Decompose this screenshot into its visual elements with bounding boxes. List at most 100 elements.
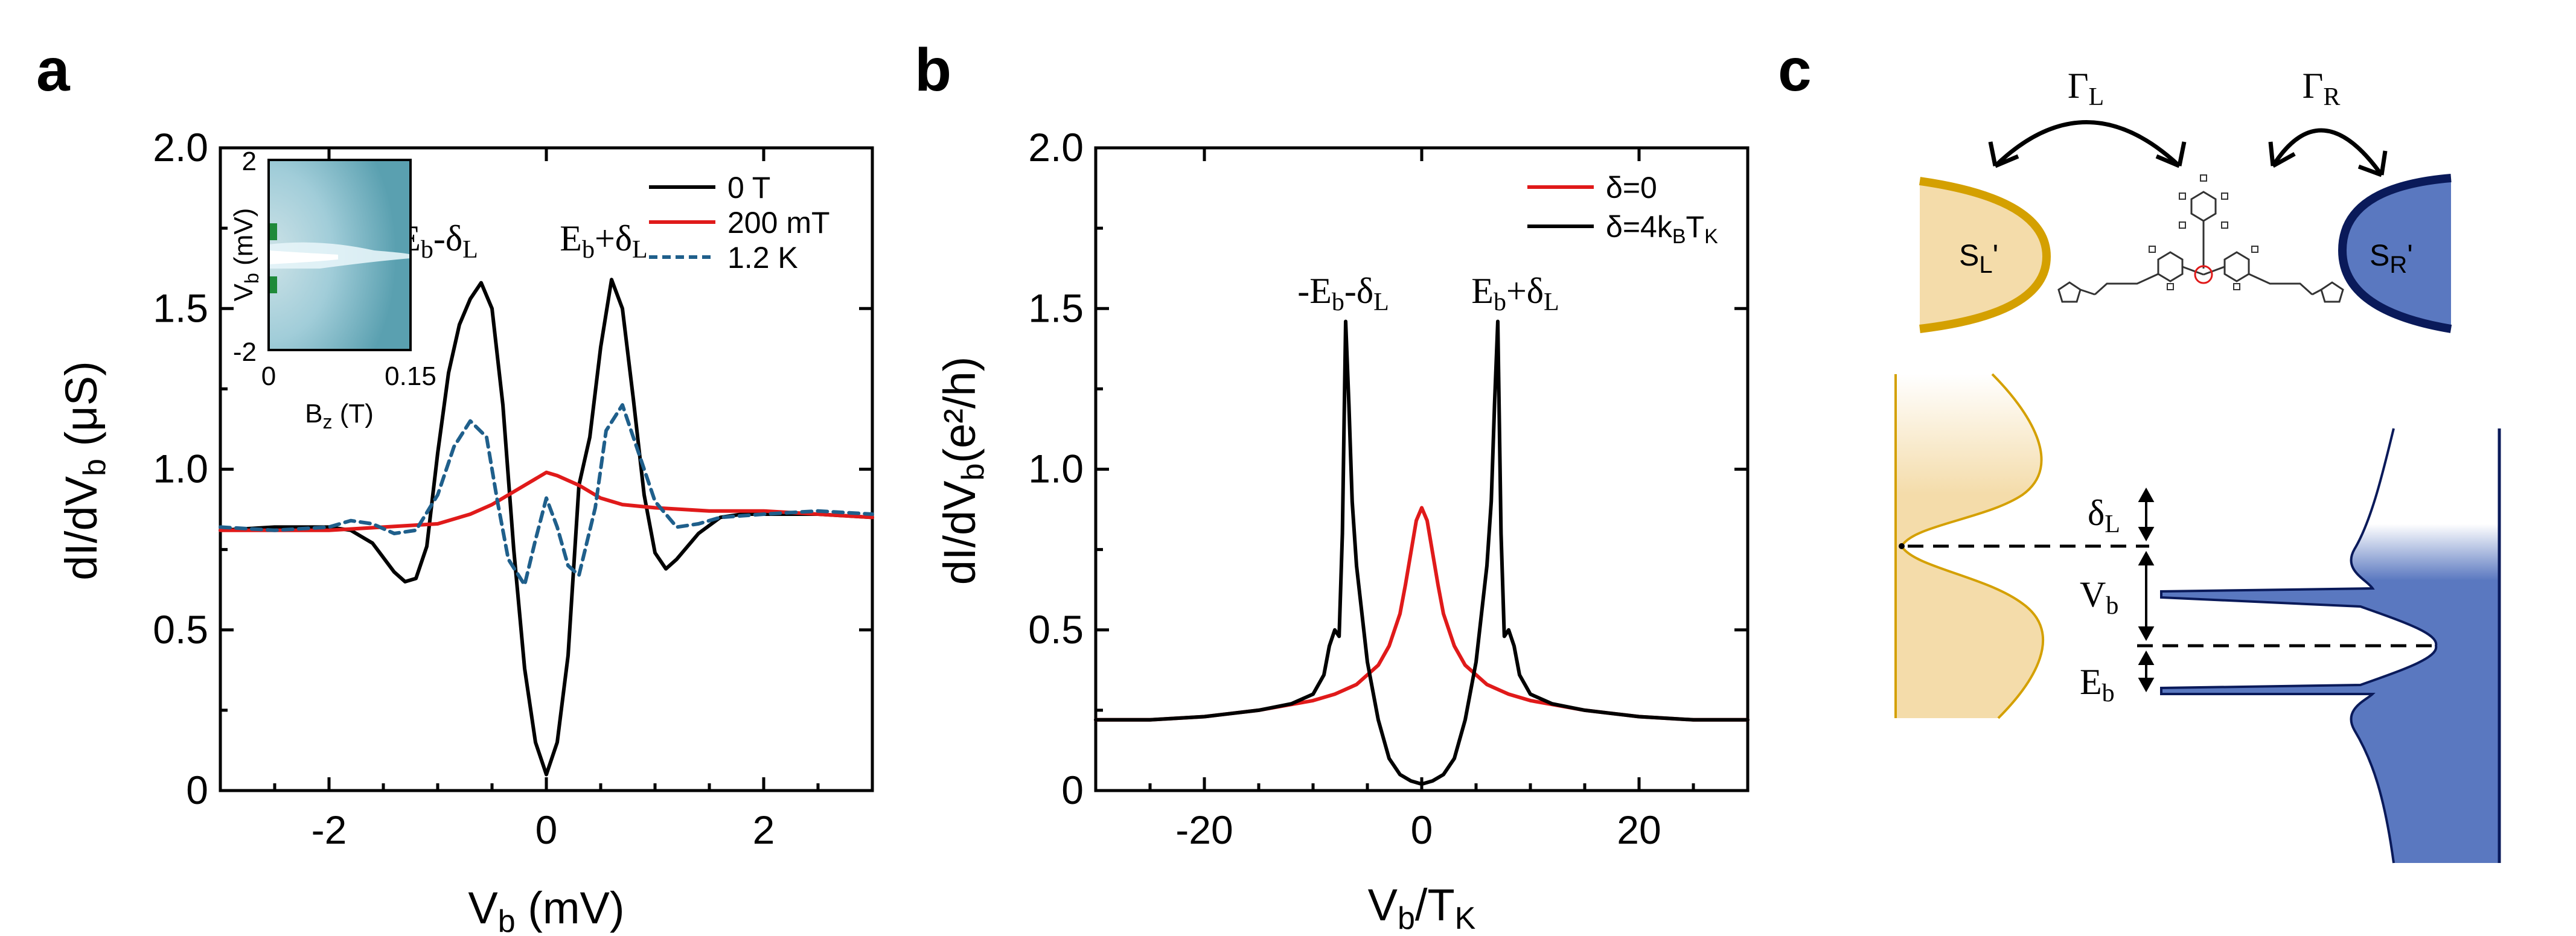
panel-a-xtick-label: -2 [312, 807, 347, 852]
legend-label-delta4: δ=4kBTK [1606, 210, 1718, 248]
eb-label: Eb [2080, 662, 2115, 707]
inset-ylabel-main: V [229, 283, 258, 301]
inset-ytick-top: 2 [242, 147, 257, 176]
arrow-gamma-left [1993, 120, 2181, 168]
legend-main: δ=4k [1606, 210, 1673, 244]
delta-label-sub: L [2105, 511, 2120, 538]
gamma-right-label: ΓR [2303, 66, 2341, 111]
anno-sub: b [582, 236, 595, 264]
molecule-link-right [2312, 288, 2322, 296]
panel-b-xtick-label: 0 [1411, 807, 1433, 852]
panel-a-letter: a [36, 36, 71, 104]
legend-label-delta0: δ=0 [1606, 171, 1657, 205]
molecule-thiophene-right [2320, 281, 2344, 303]
panel-a-annotation-right: Eb+δL [560, 218, 647, 264]
inset-ylabel-unit: (mV) [229, 208, 258, 273]
anno-sub: L [632, 236, 648, 264]
anno-main: E [1471, 271, 1494, 311]
dos-left-fill [1896, 374, 2044, 718]
legend-label-0T: 0 T [727, 171, 770, 205]
panel-a-curves [219, 278, 874, 777]
inset-peak-lower [269, 276, 277, 293]
panel-c: c ΓL ΓR SL' SR' [1778, 36, 2501, 864]
panel-b-xlabel-sub: b [1398, 901, 1415, 936]
arrow-eb-head-up [2138, 650, 2155, 665]
panel-a-ticks: -2 0 200.51.01.52.0 [153, 125, 874, 852]
panel-a-legend: 0 T 200 mT 1.2 K [649, 171, 830, 275]
molecule-atom [2221, 193, 2228, 200]
anno-sub: b [1332, 288, 1344, 316]
molecule-atom [2221, 221, 2228, 229]
inset-ytick-bottom: -2 [233, 337, 257, 367]
inset-ylabel-sub: b [241, 273, 263, 284]
anno-sub: b [1494, 288, 1506, 316]
panel-a-xlabel: Vb (mV) [468, 883, 624, 936]
panel-a: a -2 0 200.51.01.52.0 dI/dVb (μS) Vb (mV) … [36, 36, 874, 936]
molecule-thiophene-left [2057, 281, 2082, 303]
panel-b-series-0 [1094, 506, 1750, 722]
panel-b-xlabel-main: V [1368, 880, 1398, 930]
level-arrows [2138, 487, 2155, 693]
panel-b-ylabel: dI/dVb(e²/h) [935, 357, 991, 585]
panel-b-legend: δ=0 δ=4kBTK [1527, 171, 1718, 248]
panel-b-annotation-right: Eb+δL [1471, 271, 1559, 316]
panel-b-ylabel-sub: b [956, 463, 991, 481]
inset-map-zero-line [269, 250, 338, 264]
panel-a-ytick-label: 1.0 [153, 447, 208, 491]
anno-main: E [560, 218, 582, 258]
panel-b-ticks: -20 0 20 0 0.5 1.0 1.5 2.0 [1028, 125, 1750, 852]
inset-xlabel: Bz (T) [305, 399, 374, 433]
molecule-atom [2233, 283, 2240, 290]
panel-b-xlabel: Vb/TK [1368, 880, 1476, 936]
gamma-left-label: ΓL [2068, 66, 2104, 111]
dos-right [2160, 428, 2501, 864]
legend-label-1.2K: 1.2 K [727, 241, 798, 275]
panel-b-letter: b [915, 36, 951, 104]
arrow-delta-head-down [2138, 527, 2155, 542]
vb-label-main: V [2080, 575, 2106, 614]
inset-xlabel-main: B [305, 399, 322, 428]
inset-xtick-left: 0 [261, 361, 276, 391]
vb-label-sub: b [2106, 592, 2118, 620]
lead-left-sub: L [1979, 252, 1992, 278]
molecule-bond-right [2203, 266, 2225, 276]
panel-a-ytick-label: 1.5 [153, 285, 208, 330]
panel-b-ylabel-main: dI/dV [935, 480, 985, 585]
anno-mid: +δ [1506, 271, 1544, 311]
lead-left-body [1920, 181, 2047, 329]
arrow-vb-head-down [2138, 626, 2155, 642]
panel-b-ytick-label: 1.5 [1028, 285, 1084, 330]
panel-c-letter: c [1778, 36, 1812, 104]
anno-mid: +δ [595, 218, 632, 258]
lead-right-sub: R [2389, 252, 2407, 278]
panel-a-xlabel-main: V [468, 883, 498, 933]
gamma-left-sub: L [2089, 83, 2105, 111]
inset-ylabel: Vb (mV) [229, 208, 263, 302]
inset-peak-upper [269, 223, 277, 240]
molecule-bond-left [2182, 266, 2204, 276]
arrow-gamma-right [2271, 128, 2383, 177]
molecule-ring-left [2157, 251, 2184, 282]
arrow-head-left-a [1988, 141, 2019, 168]
anno-sub: L [1373, 288, 1389, 316]
lead-right-body [2342, 178, 2451, 329]
arrow-head-right-a [2268, 141, 2296, 168]
molecule-atom [2149, 246, 2156, 253]
dos-right-fill [2161, 428, 2499, 863]
panel-a-series-0 [219, 278, 874, 777]
molecule-atom [2179, 221, 2186, 229]
molecule-icon [2057, 174, 2344, 303]
gamma-left-main: Γ [2068, 66, 2089, 106]
lead-right-label: SR' [2370, 238, 2413, 278]
lead-left-main: S [1959, 238, 1979, 272]
panel-a-xtick-label: 0 [535, 807, 558, 852]
panel-b-ytick-label: 2.0 [1028, 125, 1084, 170]
vb-label: Vb [2080, 575, 2118, 620]
panel-a-ylabel-main: dI/dV [56, 476, 106, 580]
anno-sub: L [1544, 288, 1559, 316]
anno-mid: -δ [1344, 271, 1373, 311]
gamma-right-sub: R [2323, 83, 2340, 111]
arrow-eb-head-down [2138, 678, 2155, 693]
